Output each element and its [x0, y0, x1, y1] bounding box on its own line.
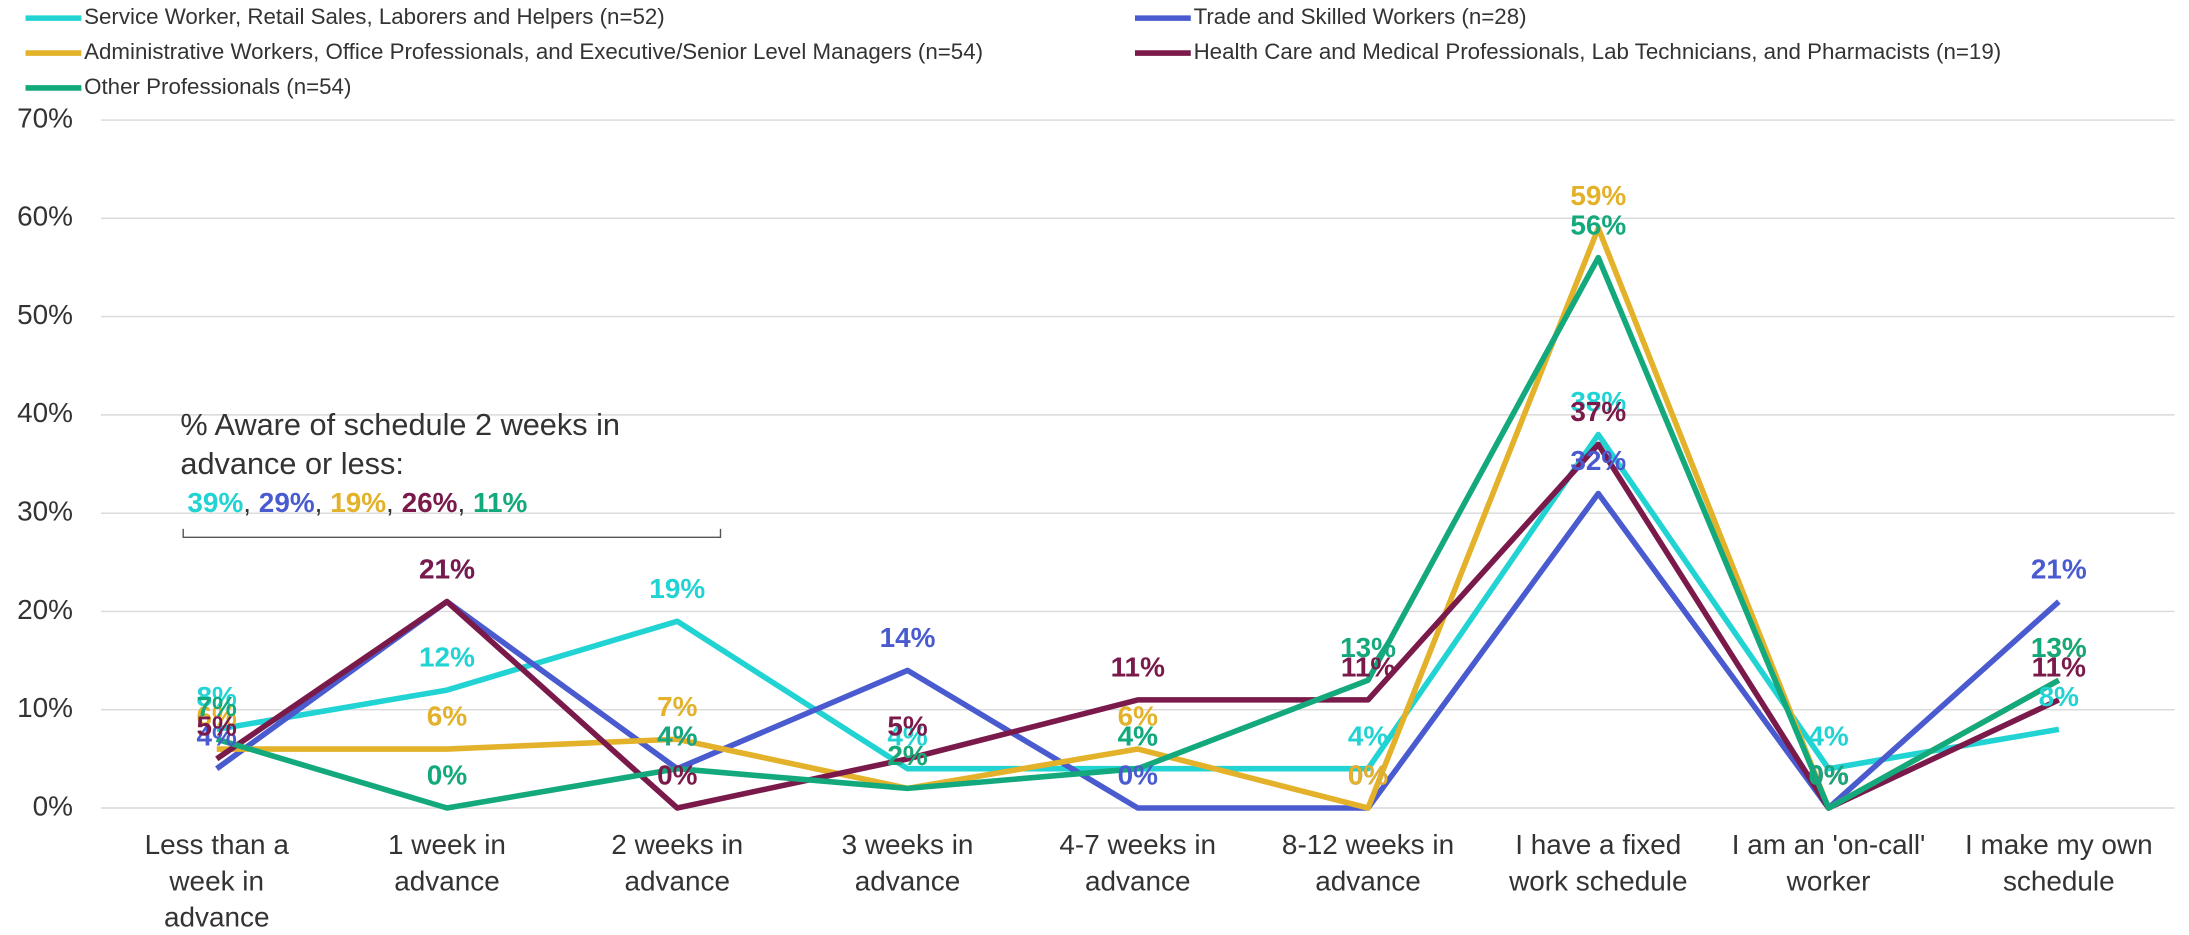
data-label: 4% [1118, 720, 1159, 751]
x-tick-label: 4-7 weeks in advance [1059, 829, 1216, 896]
data-label: 13% [1340, 632, 1396, 663]
data-label: 37% [1570, 396, 1626, 427]
data-label: 6% [197, 701, 238, 732]
y-tick-label: 40% [17, 397, 73, 428]
data-label: 0% [1808, 760, 1849, 791]
data-label: 4% [197, 720, 238, 751]
data-label: 7% [657, 691, 698, 722]
legend-label: Trade and Skilled Workers (n=28) [1194, 4, 1527, 29]
annotation-value: 26% [402, 488, 458, 519]
data-label: 4% [657, 720, 698, 751]
data-label: 4% [1348, 720, 1389, 751]
legend-label: Other Professionals (n=54) [84, 74, 351, 99]
data-label: 5% [197, 711, 238, 742]
legend-label: Health Care and Medical Professionals, L… [1194, 39, 2002, 64]
y-tick-label: 0% [33, 790, 73, 821]
data-label: 59% [1570, 180, 1626, 211]
annotation: % Aware of schedule 2 weeks in advance or… [180, 407, 620, 481]
data-label: 2% [887, 740, 928, 771]
y-tick-label: 20% [17, 594, 73, 625]
series-line [216, 225, 2061, 811]
annotation-separator: , [457, 488, 465, 519]
bracket [182, 528, 722, 538]
data-label: 21% [2031, 553, 2087, 584]
x-tick-label: I have a fixed work schedule [1508, 829, 1687, 896]
data-label: 32% [1570, 445, 1626, 476]
data-label: 2% [887, 740, 928, 771]
data-label: 4% [887, 720, 928, 751]
x-tick-label: I am an 'on-call' worker [1732, 829, 1926, 896]
data-label: 4% [1118, 720, 1159, 751]
data-label: 21% [419, 553, 475, 584]
series-line [215, 254, 2061, 811]
data-label: 14% [880, 622, 936, 653]
data-label: 0% [1808, 760, 1849, 791]
annotation-separator: , [315, 488, 323, 519]
data-label: 0% [1348, 760, 1389, 791]
data-label: 0% [1118, 760, 1159, 791]
data-label: 5% [887, 711, 928, 742]
data-label: 6% [427, 701, 468, 732]
y-tick-label: 50% [17, 299, 73, 330]
data-label: 4% [657, 720, 698, 751]
x-tick-label: 2 weeks in advance [611, 829, 743, 896]
annotation-value: 39% [187, 488, 243, 519]
data-label: 11% [1111, 652, 1166, 683]
legend-label: Service Worker, Retail Sales, Laborers a… [84, 4, 665, 29]
data-label: 8% [2039, 681, 2080, 712]
annotation-separator: , [243, 488, 251, 519]
data-label: 0% [427, 760, 468, 791]
data-label: 0% [1808, 760, 1849, 791]
legend-label: Administrative Workers, Office Professio… [84, 39, 983, 64]
data-label: 13% [2031, 632, 2087, 663]
y-tick-label: 10% [17, 692, 73, 723]
data-label: 7% [197, 691, 238, 722]
data-label: 21% [419, 553, 475, 584]
data-label: 38% [1570, 386, 1626, 417]
data-label: 19% [649, 573, 705, 604]
annotation-value: 19% [330, 488, 386, 519]
data-label: 8% [197, 681, 238, 712]
annotation-value: 29% [259, 488, 315, 519]
x-tick-label: I make my own schedule [1965, 829, 2153, 896]
data-label: 13% [2031, 632, 2087, 663]
series-line [215, 441, 2060, 811]
x-tick-label: 1 week in advance [388, 829, 506, 896]
series-line [215, 490, 2061, 811]
annotation-value: 11% [473, 488, 528, 519]
x-tick-label: 8-12 weeks in advance [1282, 829, 1454, 896]
data-label: 11% [2032, 652, 2087, 683]
x-tick-label: 3 weeks in advance [842, 829, 974, 896]
y-tick-label: 70% [17, 102, 73, 133]
data-label: 4% [1808, 720, 1849, 751]
data-label: 11% [1341, 652, 1396, 683]
data-label: 0% [1348, 760, 1389, 791]
data-label: 12% [419, 642, 475, 673]
x-tick-label: Less than a week in advance [145, 829, 290, 933]
y-tick-label: 30% [17, 496, 73, 527]
annotation-separator: , [386, 488, 394, 519]
y-tick-label: 60% [17, 201, 73, 232]
data-label: 56% [1570, 209, 1626, 240]
data-label: 6% [1118, 701, 1159, 732]
data-label: 0% [1808, 760, 1849, 791]
annotation-values: 39%, 29%, 19%, 26%, 11% [187, 488, 527, 519]
data-label: 0% [657, 760, 698, 791]
